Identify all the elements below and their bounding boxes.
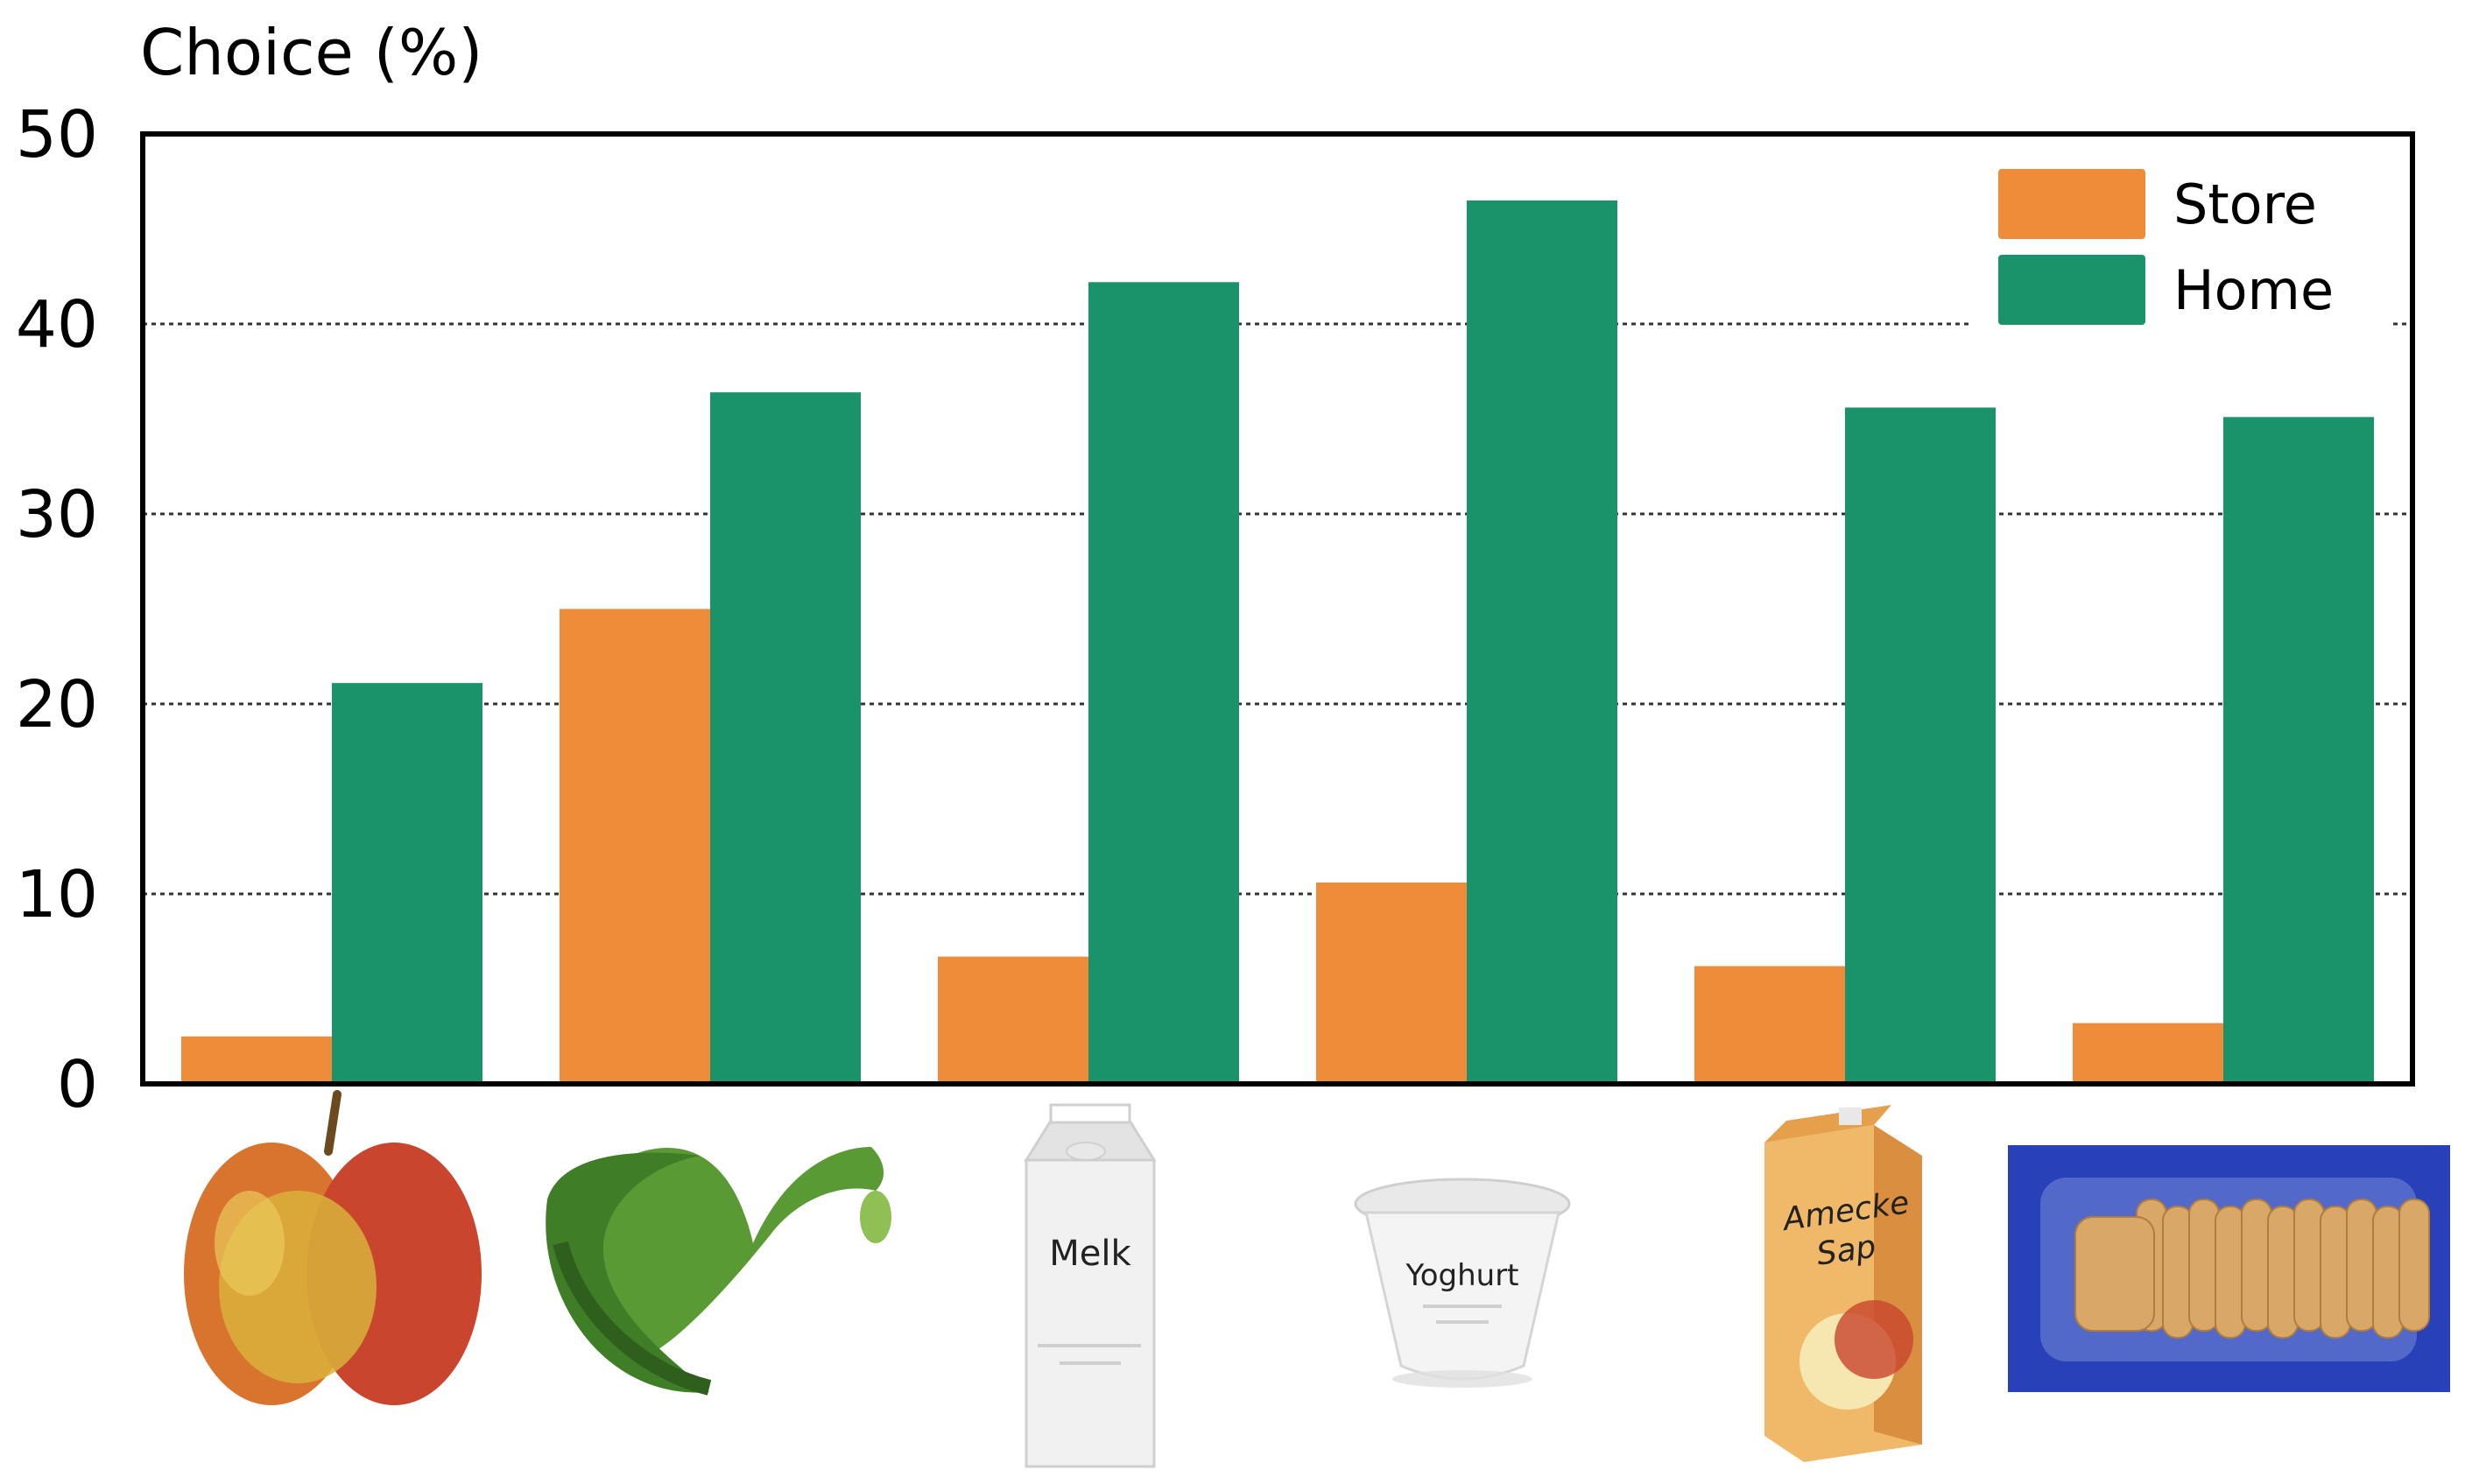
- ladyfinger-biscuit: [2162, 1206, 2194, 1339]
- ladyfinger-biscuit: [2320, 1206, 2351, 1339]
- juice-carton-icon: Amecke Sap: [1764, 1105, 1922, 1462]
- bar-store-ladyfingers: [2073, 1023, 2223, 1084]
- bar-store-milk: [938, 956, 1088, 1084]
- ladyfinger-biscuit: [2241, 1199, 2272, 1332]
- yoghurt-cup-icon: Yoghurt: [1354, 1178, 1571, 1388]
- y-tick-label: 0: [57, 1047, 98, 1122]
- ladyfinger-biscuit: [2346, 1199, 2377, 1332]
- y-tick-label: 30: [16, 477, 98, 552]
- milk-label: Melk: [1049, 1234, 1131, 1274]
- yoghurt-label: Yoghurt: [1405, 1258, 1518, 1293]
- ladyfinger-biscuit: [2398, 1199, 2430, 1332]
- bar-store-yoghurt: [1316, 882, 1467, 1084]
- y-tick-label: 40: [16, 287, 98, 362]
- bar-home-yoghurt: [1467, 200, 1617, 1084]
- y-tick-label: 10: [16, 857, 98, 932]
- y-tick-labels: 0 10 20 30 40 50: [16, 97, 98, 1122]
- y-tick-label: 50: [16, 97, 98, 172]
- legend-label-store: Store: [2173, 172, 2317, 236]
- gridlines: [143, 322, 2412, 896]
- bar-home-cucumber: [710, 392, 861, 1084]
- legend-swatch-home: [1998, 255, 2145, 325]
- bars: [181, 200, 2374, 1085]
- bar-home-ladyfingers: [2223, 417, 2374, 1085]
- bar-home-milk: [1088, 282, 1239, 1084]
- y-tick-label: 20: [16, 667, 98, 742]
- legend-label-home: Home: [2173, 258, 2334, 322]
- category-icons: Melk Yoghurt Amecke Sap: [184, 1090, 2450, 1468]
- milk-carton-icon: Melk: [1024, 1103, 1157, 1468]
- ladyfinger-biscuit: [2215, 1206, 2246, 1339]
- bar-store-juice: [1694, 966, 1845, 1084]
- bar-home-apple: [332, 683, 482, 1084]
- y-axis-label: Choice (%): [140, 16, 482, 89]
- bar-home-juice: [1845, 407, 1996, 1085]
- cucumber-icon: [546, 1147, 891, 1396]
- apple-icon: [184, 1090, 482, 1405]
- bar-store-apple: [181, 1036, 332, 1084]
- ladyfinger-biscuit: [2074, 1216, 2155, 1332]
- juice-type-label: Sap: [1814, 1229, 1878, 1273]
- ladyfinger-biscuit: [2372, 1206, 2404, 1339]
- legend-swatch-store: [1998, 169, 2145, 239]
- legend: Store Home: [1970, 153, 2391, 328]
- plot-frame: [140, 131, 2415, 1087]
- bar-store-cucumber: [560, 608, 710, 1084]
- ladyfinger-biscuit: [2267, 1206, 2299, 1339]
- ladyfingers-pack-icon: [2008, 1145, 2450, 1392]
- ladyfinger-biscuit: [2293, 1199, 2325, 1332]
- ladyfinger-biscuit: [2188, 1199, 2220, 1332]
